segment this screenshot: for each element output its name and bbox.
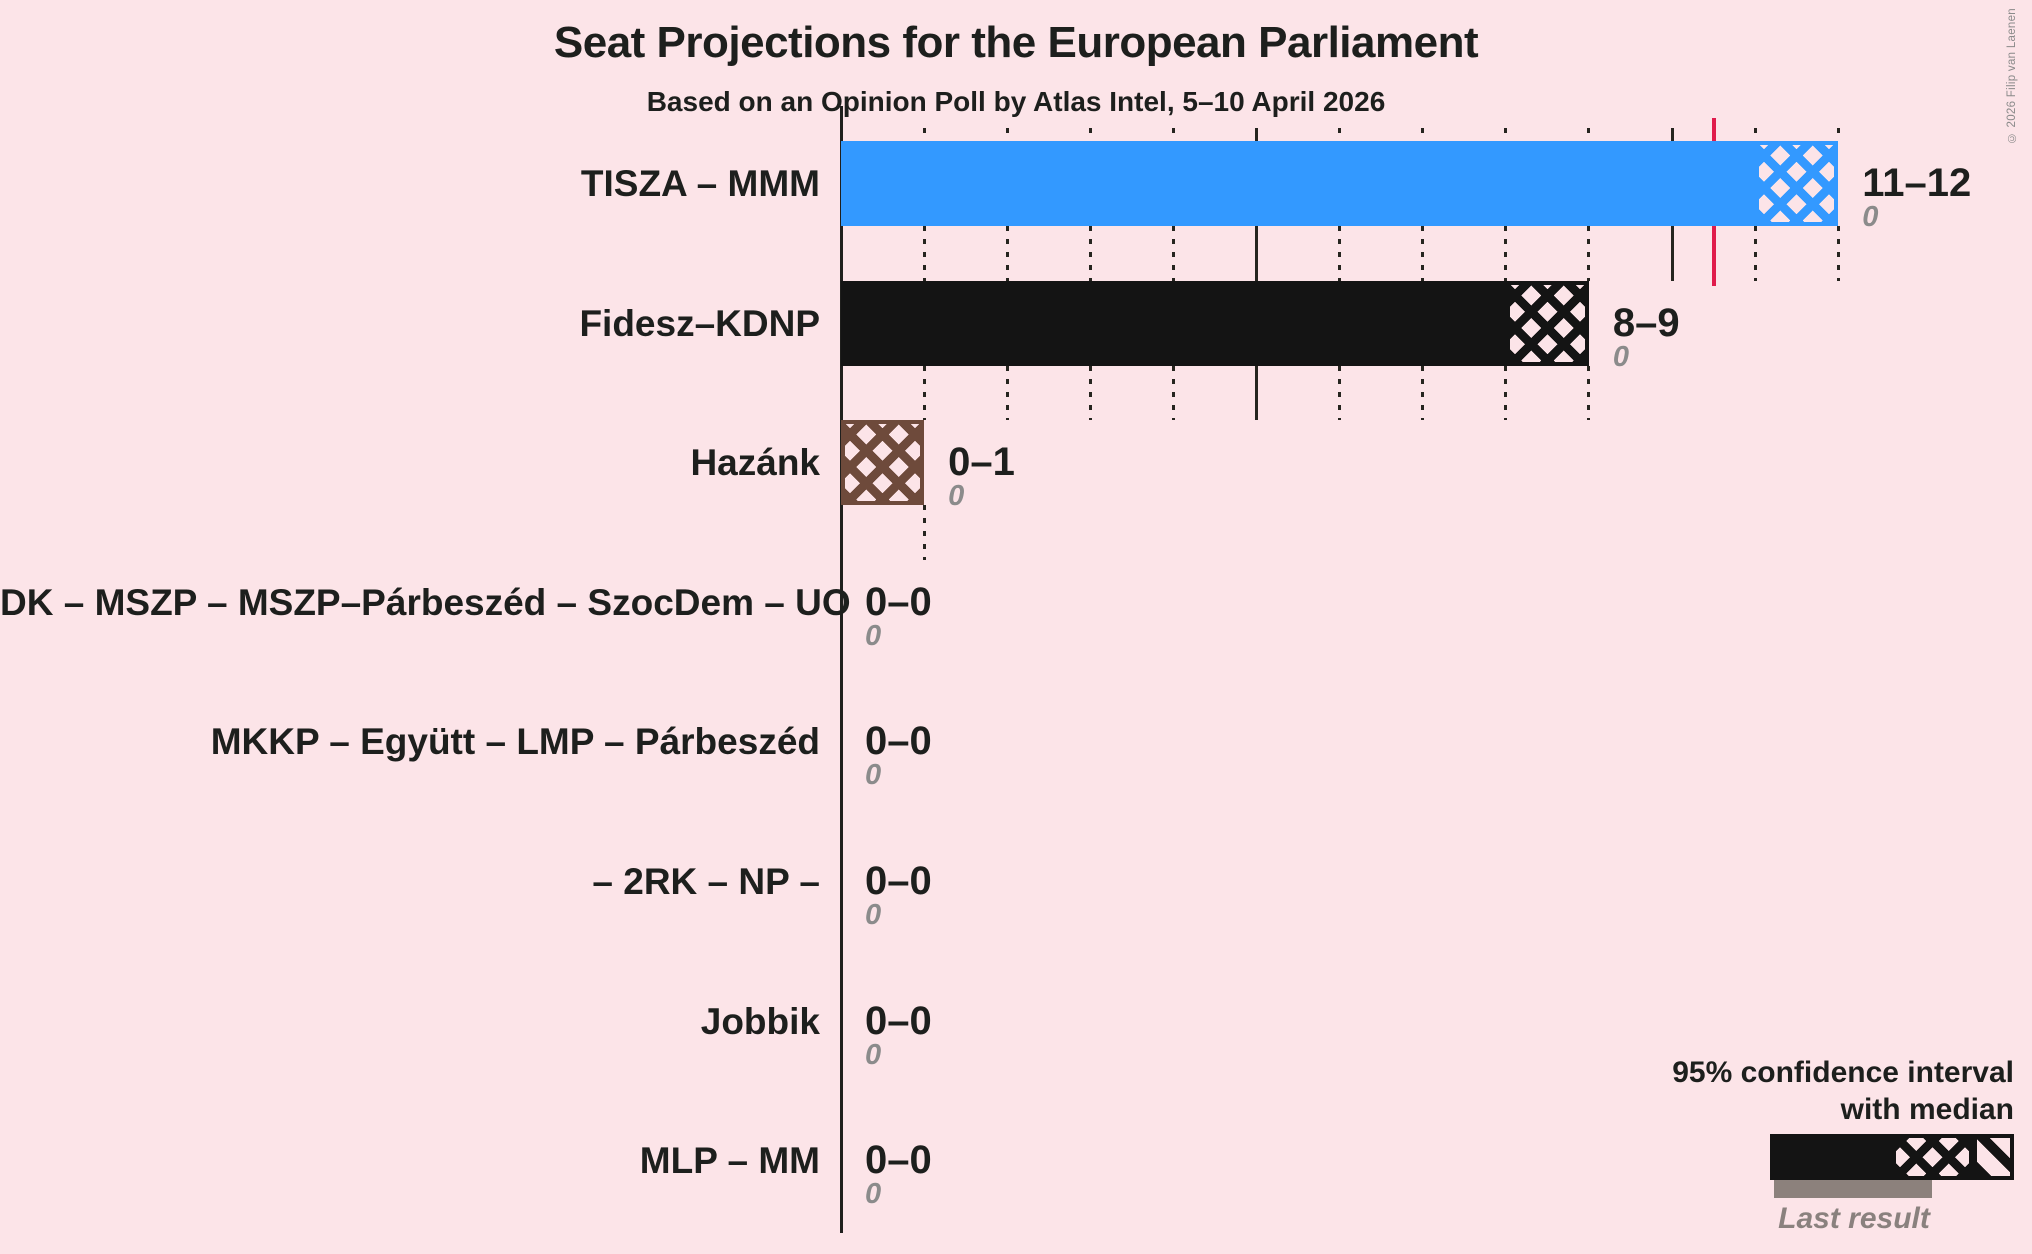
gridline-tick <box>1836 128 1840 141</box>
legend-ci-line2: with median <box>1840 1093 2014 1126</box>
ci-value-label: 8–9 <box>1612 300 1680 345</box>
gridline-tick <box>1338 226 1342 281</box>
last-result-value: 0 <box>865 619 882 652</box>
bar-confidence-interval <box>1505 280 1589 366</box>
gridline-tick <box>1338 365 1342 421</box>
gridline-tick <box>1504 226 1508 281</box>
axis-line <box>839 106 843 1233</box>
last-result-value: 0 <box>1862 201 1879 233</box>
gridline-tick <box>1255 128 1258 141</box>
ci-value-label: 0–0 <box>865 579 932 624</box>
gridline-tick <box>1836 226 1840 281</box>
gridline-tick <box>1088 365 1092 421</box>
gridline-tick <box>1171 226 1175 281</box>
gridline-tick <box>922 505 926 560</box>
party-label: Fidesz–KDNP <box>579 302 820 344</box>
gridline-tick <box>1670 128 1674 141</box>
gridline-tick <box>1088 128 1092 141</box>
legend-last-result-label: Last result <box>1778 1202 1930 1235</box>
bar-solid-segment <box>841 141 1756 226</box>
gridline-tick <box>1171 365 1175 421</box>
gridline-tick <box>1005 365 1009 421</box>
party-label: Jobbik <box>700 1000 820 1042</box>
gridline-tick <box>1255 365 1258 421</box>
gridline-tick <box>1255 226 1258 281</box>
ci-value-label: 0–1 <box>948 440 1015 485</box>
last-result-value: 0 <box>865 1178 882 1211</box>
gridline-tick <box>1171 128 1175 141</box>
gridline-tick <box>1670 226 1674 281</box>
gridline-tick <box>922 128 926 141</box>
gridline-tick <box>1587 128 1591 141</box>
legend-diagonal-segment <box>1973 1134 2014 1180</box>
ci-value-label: 0–0 <box>865 998 932 1043</box>
chart-title: Seat Projections for the European Parlia… <box>553 18 1479 67</box>
party-label: DK – MSZP – MSZP–Párbeszéd – SzocDem – U… <box>0 581 851 623</box>
gridline-tick <box>922 365 926 421</box>
legend-last-result-bar <box>1774 1180 1932 1198</box>
bar-solid-segment <box>841 280 1506 366</box>
gridline-tick <box>1587 365 1591 421</box>
legend-crosshatch-segment <box>1892 1134 1973 1180</box>
party-label: – 2RK – NP – <box>592 861 820 902</box>
party-label: Hazánk <box>690 442 820 484</box>
last-result-value: 0 <box>948 480 965 513</box>
gridline-tick <box>1338 128 1342 141</box>
gridline-tick <box>1421 365 1425 421</box>
last-result-value: 0 <box>865 759 882 792</box>
legend-sample-bar <box>1770 1134 2014 1180</box>
last-result-value: 0 <box>865 1038 882 1071</box>
bar-confidence-interval <box>841 420 925 506</box>
gridline-tick <box>922 226 926 281</box>
party-label: MKKP – Együtt – LMP – Párbeszéd <box>210 721 820 763</box>
chart-subtitle: Based on an Opinion Poll by Atlas Intel,… <box>646 86 1386 117</box>
ci-value-label: 0–0 <box>865 719 932 764</box>
party-label: MLP – MM <box>639 1140 820 1182</box>
gridline-tick <box>1421 226 1425 281</box>
gridline-tick <box>1088 226 1092 281</box>
legend-solid-segment <box>1770 1134 1892 1180</box>
gridline-tick <box>1504 365 1508 421</box>
gridline-tick <box>1504 128 1508 141</box>
copyright-note: © 2026 Filip van Laenen <box>2006 8 2018 144</box>
legend-ci-label: 95% confidence interval with median <box>1414 1054 2014 1128</box>
gridline-tick <box>1587 226 1591 281</box>
gridline-tick <box>1005 226 1009 281</box>
gridline-tick <box>1421 128 1425 141</box>
party-label: TISZA – MMM <box>580 163 820 204</box>
bar-confidence-interval <box>1755 141 1839 226</box>
legend-ci-line1: 95% confidence interval <box>1672 1056 2014 1089</box>
ci-value-label: 11–12 <box>1862 161 1972 205</box>
ci-value-label: 0–0 <box>865 1138 932 1183</box>
gridline-tick <box>1753 128 1757 141</box>
ci-value-label: 0–0 <box>865 859 932 903</box>
gridline-tick <box>1005 128 1009 141</box>
last-result-value: 0 <box>1612 340 1630 373</box>
last-result-value: 0 <box>865 899 882 931</box>
gridline-tick <box>1753 226 1757 281</box>
